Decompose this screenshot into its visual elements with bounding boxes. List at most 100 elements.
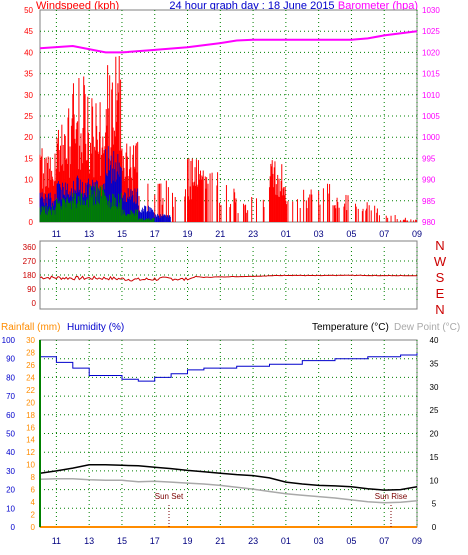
windspeed-tick-label: 45: [24, 27, 33, 36]
time-tick-label: 03: [314, 536, 324, 546]
humidity-tick-label: 80: [6, 373, 15, 382]
temperature-tick-label: 40: [430, 336, 439, 345]
rainfall-tick-label: 28: [26, 348, 35, 357]
barometer-tick-label: 1020: [422, 48, 440, 57]
time-tick-label: 21: [215, 229, 225, 239]
time-tick-label: 17: [150, 536, 160, 546]
rainfall-tick-label: 12: [26, 448, 35, 457]
humidity-tick-label: 10: [6, 504, 15, 513]
sunset-label: Sun Set: [155, 492, 184, 501]
rainfall-axis-title: Rainfall (mm): [1, 322, 60, 333]
rainfall-tick-label: 16: [26, 423, 35, 432]
rainfall-tick-label: 20: [26, 398, 35, 407]
barometer-tick-label: 1005: [422, 112, 440, 121]
time-tick-label: 03: [314, 229, 324, 239]
compass-label: E: [436, 286, 445, 301]
humidity-tick-label: 90: [6, 355, 15, 364]
windspeed-tick-label: 40: [24, 48, 33, 57]
humidity-tick-label: 100: [2, 336, 16, 345]
barometer-tick-label: 1010: [422, 91, 440, 100]
windspeed-tick-label: 35: [24, 70, 33, 79]
time-tick-label: 23: [248, 536, 258, 546]
time-tick-label: 21: [215, 536, 225, 546]
windspeed-tick-label: 10: [24, 176, 33, 185]
rainfall-tick-label: 8: [31, 473, 36, 482]
temperature-tick-label: 0: [432, 523, 437, 532]
humidity-axis-ticks: 0 10 20 30 40 50 60 70 80 90 100: [2, 336, 16, 532]
sunrise-label: Sun Rise: [375, 492, 408, 501]
barometer-tick-label: 985: [422, 197, 436, 206]
rainfall-tick-label: 26: [26, 361, 35, 370]
wind-time-axis: 11 13 15 17 19 21 23 01 03 05 07 09: [52, 229, 422, 239]
dewpoint-axis-title: Dew Point (°C): [394, 322, 460, 333]
temperature-axis-ticks: 0 5 10 15 20 25 30 35 40: [430, 336, 439, 532]
rainfall-tick-label: 22: [26, 386, 35, 395]
windspeed-tick-label: 25: [24, 112, 33, 121]
compass-label: S: [436, 270, 445, 285]
temperature-tick-label: 10: [430, 476, 439, 485]
barometer-tick-label: 980: [422, 218, 436, 227]
humidity-tick-label: 0: [11, 523, 16, 532]
barometer-tick-label: 1000: [422, 133, 440, 142]
time-tick-label: 01: [281, 229, 291, 239]
humidity-tick-label: 40: [6, 448, 15, 457]
humidity-tick-label: 50: [6, 430, 15, 439]
windspeed-tick-label: 15: [24, 154, 33, 163]
direction-tick-label: 180: [23, 271, 37, 280]
climate-panel: Sun Set Sun Rise 0102030405060708090100 …: [2, 336, 439, 546]
barometer-tick-label: 1030: [422, 6, 440, 15]
compass-label: N: [435, 302, 444, 317]
time-tick-label: 19: [183, 536, 193, 546]
climate-time-axis: 11 13 15 17 19 21 23 01 03 05 07 09: [52, 536, 422, 546]
humidity-tick-label: 60: [6, 411, 15, 420]
temperature-tick-label: 15: [430, 453, 439, 462]
time-tick-label: 05: [346, 536, 356, 546]
time-tick-label: 19: [183, 229, 193, 239]
dewpoint-line: [39, 478, 418, 504]
time-tick-label: 07: [379, 536, 389, 546]
windspeed-axis-ticks: 0 5 10 15 20 25 30 35 40 45 50: [24, 6, 33, 227]
rainfall-tick-label: 30: [26, 336, 35, 345]
barometer-line: [39, 30, 418, 54]
time-tick-label: 09: [412, 536, 422, 546]
time-tick-label: 01: [281, 536, 291, 546]
windspeed-tick-label: 50: [24, 6, 33, 15]
time-tick-label: 23: [248, 229, 258, 239]
rainfall-tick-label: 14: [26, 436, 35, 445]
time-tick-label: 11: [52, 536, 61, 546]
barometer-tick-label: 990: [422, 176, 436, 185]
time-tick-label: 05: [346, 229, 356, 239]
humidity-tick-label: 20: [6, 486, 15, 495]
rainfall-tick-label: 2: [31, 511, 36, 520]
humidity-axis-title: Humidity (%): [67, 322, 124, 333]
windspeed-tick-label: 5: [29, 197, 34, 206]
time-tick-label: 13: [84, 229, 94, 239]
temperature-tick-label: 25: [430, 406, 439, 415]
barometer-tick-label: 1015: [422, 70, 440, 79]
barometer-tick-label: 995: [422, 154, 436, 163]
temperature-tick-label: 5: [432, 500, 437, 509]
temperature-line: [39, 464, 418, 491]
compass-label: W: [434, 254, 447, 269]
windspeed-axis-title: Windspeed (kph): [36, 0, 119, 12]
rainfall-tick-label: 18: [26, 411, 35, 420]
barometer-axis-title: Barometer (hpa): [338, 0, 418, 12]
barometer-axis-ticks: 980 985 990 995 1000 1005 1010 1015 1020 1025 1030: [422, 6, 440, 227]
windspeed-tick-label: 0: [29, 218, 34, 227]
time-tick-label: 07: [379, 229, 389, 239]
direction-tick-label: 90: [27, 285, 36, 294]
windspeed-tick-label: 20: [24, 133, 33, 142]
time-tick-label: 09: [412, 229, 422, 239]
time-tick-label: 15: [117, 229, 127, 239]
direction-tick-label: 360: [23, 243, 37, 252]
time-tick-label: 13: [84, 536, 94, 546]
rainfall-tick-label: 4: [31, 498, 36, 507]
compass-label: N: [435, 238, 444, 253]
humidity-tick-label: 30: [6, 467, 15, 476]
windspeed-tick-label: 30: [24, 91, 33, 100]
temperature-axis-title: Temperature (°C): [312, 322, 389, 333]
